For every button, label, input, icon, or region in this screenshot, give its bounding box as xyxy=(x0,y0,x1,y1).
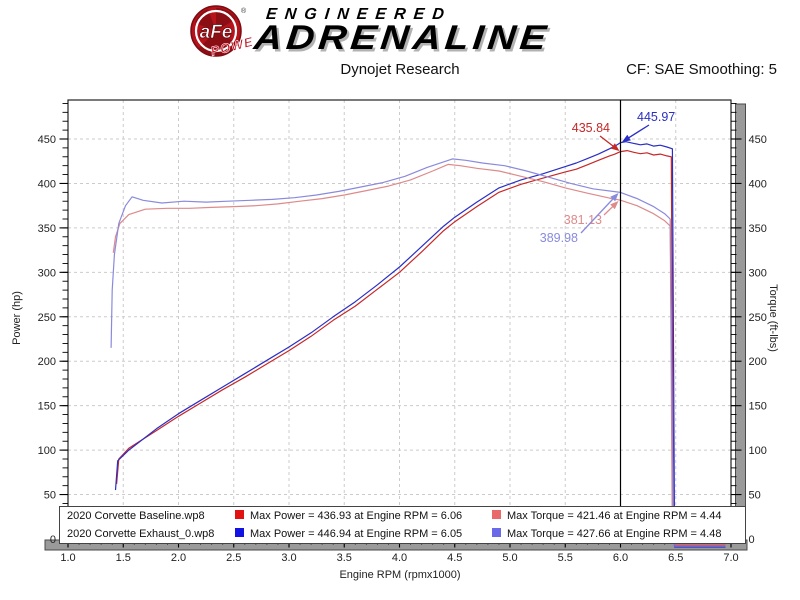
x-tick-label: 6.5 xyxy=(668,552,683,564)
y-tick-label-left: 300 xyxy=(38,267,56,279)
torque-swatch-exhaust xyxy=(492,528,501,537)
y-tick-label-left: 150 xyxy=(38,401,56,413)
x-tick-label: 6.0 xyxy=(613,552,628,564)
y-tick-label-right: 300 xyxy=(749,267,767,279)
y-tick-label-left: 100 xyxy=(38,445,56,457)
x-tick-label: 4.5 xyxy=(447,552,462,564)
annotation-445.97: 445.97 xyxy=(637,110,675,124)
x-tick-label: 3.0 xyxy=(281,552,296,564)
annotation-381.13: 381.13 xyxy=(564,213,602,227)
engineered-adrenaline-wordmark: ENGINEERED ADRENALINE xyxy=(252,3,552,60)
legend-run-name[interactable]: 2020 Corvette Exhaust_0.wp8 xyxy=(67,528,215,540)
curve-baseline-power xyxy=(116,149,726,546)
curve-baseline-torque xyxy=(112,163,726,545)
x-tick-label: 2.0 xyxy=(171,552,186,564)
max-power-exhaust: Max Power = 446.94 at Engine RPM = 6.05 xyxy=(250,528,463,540)
legend-run-name[interactable]: 2020 Corvette Baseline.wp8 xyxy=(67,510,205,522)
power-swatch-exhaust xyxy=(235,528,244,537)
afe-badge-icon: aFe ® POWER xyxy=(190,5,252,59)
y-tick-label-right: 200 xyxy=(749,356,767,368)
legend-row-baseline: 2020 Corvette Baseline.wp8 Max Power = 4… xyxy=(60,507,745,525)
legend-box: 2020 Corvette Baseline.wp8 Max Power = 4… xyxy=(59,506,746,544)
power-swatch-baseline xyxy=(235,510,244,519)
legend-row-exhaust: 2020 Corvette Exhaust_0.wp8 Max Power = … xyxy=(60,525,745,543)
max-power-baseline: Max Power = 436.93 at Engine RPM = 6.06 xyxy=(250,510,463,522)
x-tick-label: 4.0 xyxy=(392,552,407,564)
power-axis-label: Power (hp) xyxy=(11,291,23,345)
dyno-chart: 0 0 50 50 100 100 150 150 200 200 250 250 300 300 350 3… xyxy=(38,99,767,564)
curve-exhaust-torque xyxy=(110,158,726,547)
x-tick-label: 5.0 xyxy=(502,552,517,564)
y-tick-label-left: 450 xyxy=(38,134,56,146)
x-tick-label: 3.5 xyxy=(337,552,352,564)
registered-mark: ® xyxy=(241,7,247,15)
y-tick-label-right: 0 xyxy=(749,534,755,546)
x-tick-label: 5.5 xyxy=(558,552,573,564)
y-tick-label-left: 200 xyxy=(38,356,56,368)
y-tick-label-left: 250 xyxy=(38,312,56,324)
curve-exhaust-power xyxy=(114,141,726,548)
annotation-389.98: 389.98 xyxy=(540,231,578,245)
afe-badge-text: aFe xyxy=(200,22,233,43)
y-tick-label-right: 50 xyxy=(749,490,761,502)
max-torque-baseline: Max Torque = 421.46 at Engine RPM = 4.44 xyxy=(507,510,722,522)
scrollbar-vertical[interactable] xyxy=(735,103,746,551)
y-tick-label-right: 100 xyxy=(749,445,767,457)
y-tick-label-right: 450 xyxy=(749,134,767,146)
torque-axis-label: Torque (ft-lbs) xyxy=(767,284,779,352)
afe-power-logo: aFe ® POWER ENGINEERED ADRENALINE xyxy=(186,3,552,65)
smoothing-setting-text: CF: SAE Smoothing: 5 xyxy=(626,61,777,78)
rpm-axis-label: Engine RPM (rpmx1000) xyxy=(339,569,461,581)
x-tick-label: 1.5 xyxy=(116,552,131,564)
x-tick-label: 2.5 xyxy=(226,552,241,564)
y-tick-label-left: 350 xyxy=(38,223,56,235)
y-tick-label-right: 150 xyxy=(749,401,767,413)
max-torque-exhaust: Max Torque = 427.66 at Engine RPM = 4.48 xyxy=(507,528,722,540)
torque-swatch-baseline xyxy=(492,510,501,519)
x-tick-label: 1.0 xyxy=(60,552,75,564)
x-tick-label: 7.0 xyxy=(723,552,738,564)
annotation-435.84: 435.84 xyxy=(572,121,610,135)
y-tick-label-right: 250 xyxy=(749,312,767,324)
y-tick-label-left: 0 xyxy=(50,534,56,546)
wordmark-line2: ADRENALINE xyxy=(252,19,552,58)
y-tick-label-left: 50 xyxy=(44,490,56,502)
y-tick-label-right: 350 xyxy=(749,223,767,235)
y-tick-label-left: 400 xyxy=(38,178,56,190)
y-tick-label-right: 400 xyxy=(749,178,767,190)
dynojet-research-title: Dynojet Research xyxy=(340,61,460,78)
